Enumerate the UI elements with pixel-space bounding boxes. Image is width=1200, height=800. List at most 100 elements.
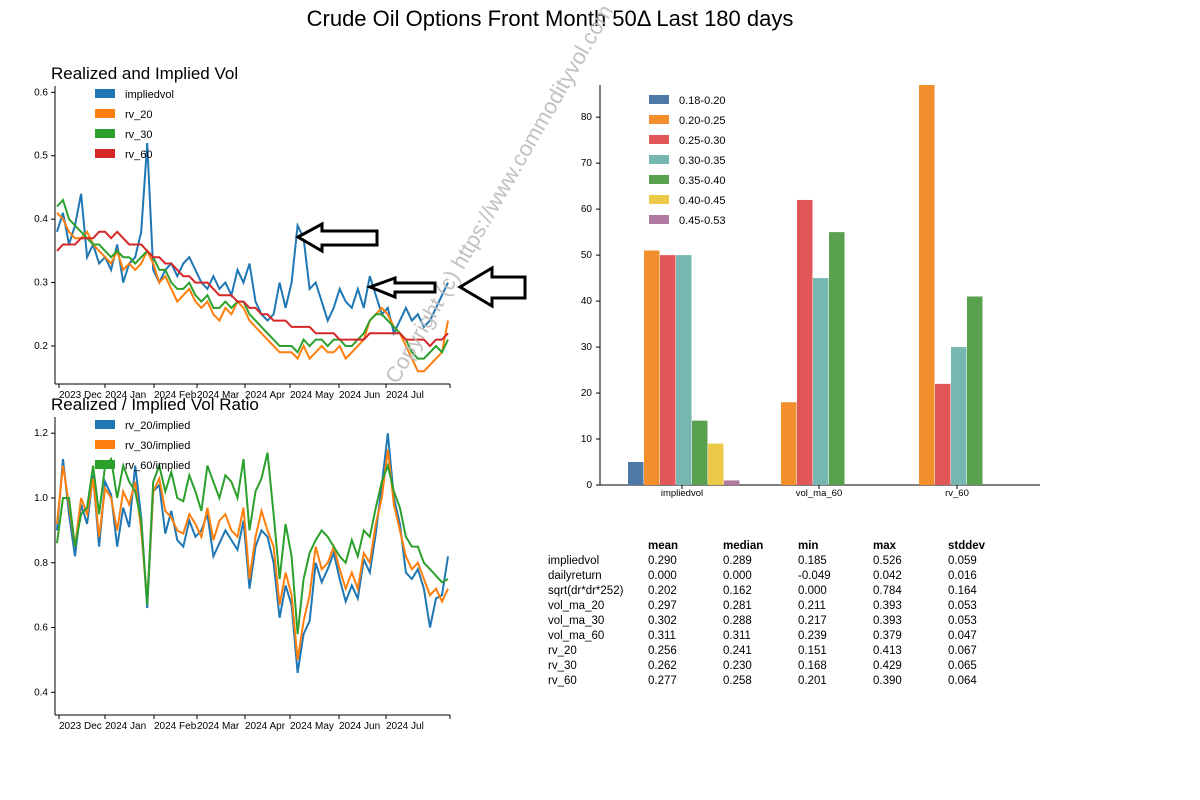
bar <box>692 420 708 485</box>
stat-value: 0.258 <box>723 674 752 687</box>
x-tick-label: 2024 Jul <box>386 721 424 732</box>
legend-label: 0.40-0.45 <box>679 195 725 207</box>
x-tick-label: 2024 Jul <box>386 390 424 401</box>
y-tick-label: 50 <box>581 250 593 261</box>
bar <box>708 443 724 485</box>
stat-value: 0.277 <box>648 674 677 687</box>
stat-value: 0.302 <box>648 614 677 627</box>
stat-value: 0.211 <box>798 599 826 612</box>
stat-value: 0.256 <box>648 644 677 657</box>
legend-label: 0.25-0.30 <box>679 135 725 147</box>
stat-value: 0.065 <box>948 659 977 672</box>
legend-swatch <box>649 215 669 224</box>
legend-swatch <box>649 115 669 124</box>
table-row: rv_20 0.256 0.241 0.151 0.413 0.067 <box>548 643 1023 658</box>
stat-value: 0.393 <box>873 599 902 612</box>
stat-value: 0.784 <box>873 584 902 597</box>
x-tick-label: 2024 Jun <box>339 721 380 732</box>
y-tick-label: 0.6 <box>34 87 48 98</box>
stats-header-cell: max <box>873 539 897 552</box>
row-label: rv_20 <box>548 644 577 657</box>
y-tick-label: 30 <box>581 342 593 353</box>
chart-title: Realized and Implied Vol <box>51 64 238 83</box>
legend-label: rv_20/implied <box>125 420 190 432</box>
stats-header-cell <box>548 538 648 553</box>
x-tick-label: 2024 May <box>290 390 334 401</box>
stat-value: 0.429 <box>873 659 902 672</box>
row-label: rv_30 <box>548 659 577 672</box>
legend-swatch <box>649 195 669 204</box>
y-tick-label: 0.3 <box>34 278 48 289</box>
stat-value: 0.000 <box>798 584 827 597</box>
y-tick-label: 80 <box>581 112 593 123</box>
stat-value: 0.064 <box>948 674 977 687</box>
stat-value: 0.047 <box>948 629 977 642</box>
series-line-rv-30-implied <box>56 449 449 661</box>
legend-swatch <box>649 155 669 164</box>
row-label: vol_ma_60 <box>548 629 605 642</box>
stat-value: 0.042 <box>873 569 902 582</box>
bar <box>919 85 935 485</box>
bar <box>724 480 740 485</box>
stat-value: 0.311 <box>723 629 751 642</box>
legend-swatch <box>95 420 115 429</box>
stat-value: 0.217 <box>798 614 827 627</box>
x-tick-label: 2024 Mar <box>197 721 240 732</box>
legend-label: 0.30-0.35 <box>679 155 725 167</box>
stat-value: 0.000 <box>723 569 752 582</box>
stat-value: 0.016 <box>948 569 977 582</box>
y-tick-label: 0.4 <box>34 687 48 698</box>
stat-value: 0.059 <box>948 554 977 567</box>
x-tick-label: 2024 Apr <box>245 390 286 401</box>
realized-implied-vol-chart: Realized and Implied Vol 0.2 0.3 0.4 0.5 0.6 2… <box>34 64 451 401</box>
left-arrow-3 <box>457 265 527 309</box>
stat-value: 0.230 <box>723 659 752 672</box>
legend-swatch <box>95 440 115 449</box>
x-tick-label: vol_ma_60 <box>796 488 842 499</box>
row-label: vol_ma_20 <box>548 599 605 612</box>
x-tick-label: 2024 Feb <box>154 721 197 732</box>
y-tick-label: 10 <box>581 434 593 445</box>
x-tick-label: 2024 Apr <box>245 721 286 732</box>
bar <box>660 255 676 485</box>
legend-label: 0.20-0.25 <box>679 115 725 127</box>
legend-swatch <box>649 95 669 104</box>
y-tick-label: 0.5 <box>34 151 48 162</box>
x-tick-label: impliedvol <box>661 488 703 499</box>
y-tick-label: 70 <box>581 158 593 169</box>
table-row: rv_30 0.262 0.230 0.168 0.429 0.065 <box>548 658 1023 673</box>
bar <box>935 383 951 485</box>
left-arrow-1 <box>294 221 379 254</box>
x-tick-label: rv_60 <box>945 488 969 499</box>
x-tick-label: 2023 Dec <box>59 721 102 732</box>
stat-value: 0.262 <box>648 659 677 672</box>
left-arrow-2 <box>365 275 437 300</box>
y-tick-label: 0.2 <box>34 341 48 352</box>
stat-value: 0.289 <box>723 554 752 567</box>
table-row: vol_ma_60 0.311 0.311 0.239 0.379 0.047 <box>548 628 1023 643</box>
stat-value: -0.049 <box>798 569 831 582</box>
stat-value: 0.281 <box>723 599 752 612</box>
stat-value: 0.053 <box>948 599 977 612</box>
stat-value: 0.162 <box>723 584 752 597</box>
table-row: rv_60 0.277 0.258 0.201 0.390 0.064 <box>548 673 1023 688</box>
stat-value: 0.202 <box>648 584 677 597</box>
x-tick-label: 2024 Mar <box>197 390 240 401</box>
legend-label: 0.18-0.20 <box>679 95 725 107</box>
legend-label: rv_60 <box>125 149 153 161</box>
series-line-impliedvol <box>56 143 449 337</box>
row-label: dailyreturn <box>548 569 602 582</box>
y-tick-label: 1.0 <box>34 493 48 504</box>
series-line-rv-20 <box>56 212 449 373</box>
vol-distribution-bar-chart: 0 10 20 30 40 50 60 70 80 impliedvol vol_ma_60 rv_6… <box>581 85 1040 499</box>
stat-value: 0.000 <box>648 569 677 582</box>
y-tick-label: 0.4 <box>34 214 48 225</box>
table-row: vol_ma_20 0.297 0.281 0.211 0.393 0.053 <box>548 598 1023 613</box>
y-tick-label: 1.2 <box>34 428 48 439</box>
stat-value: 0.241 <box>723 644 752 657</box>
row-label: rv_60 <box>548 674 577 687</box>
stat-value: 0.390 <box>873 674 902 687</box>
stat-value: 0.239 <box>798 629 827 642</box>
x-tick-label: 2024 May <box>290 721 334 732</box>
legend-label: rv_30/implied <box>125 440 190 452</box>
